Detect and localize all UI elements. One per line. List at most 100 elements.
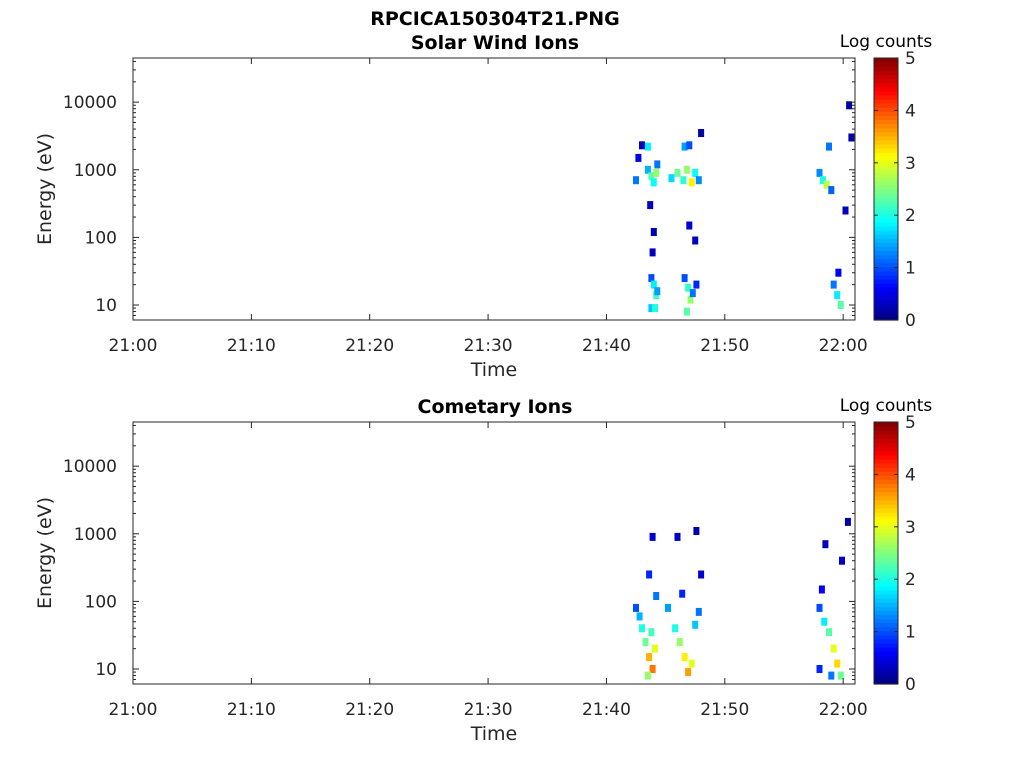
data-cell xyxy=(823,180,830,189)
colorbar-segment xyxy=(874,119,898,125)
colorbar-segment xyxy=(874,172,898,178)
data-cell xyxy=(695,176,702,185)
data-cell xyxy=(644,671,651,680)
data-cell xyxy=(834,291,841,300)
colorbar-segment xyxy=(874,225,898,231)
colorbar-segment xyxy=(874,295,898,301)
colorbar-tick-label: 4 xyxy=(905,101,916,121)
colorbar-tick-label: 3 xyxy=(905,518,916,538)
colorbar-segment xyxy=(874,561,898,566)
colorbar-segment xyxy=(874,618,898,624)
colorbar-segment xyxy=(874,123,898,129)
colorbar-segment xyxy=(874,634,898,640)
data-cell xyxy=(653,168,660,177)
colorbar-segment xyxy=(874,115,898,120)
colorbar-segment xyxy=(874,86,898,92)
colorbar-segment xyxy=(874,426,898,431)
colorbar-segment xyxy=(874,311,898,317)
colorbar-tick-label: 0 xyxy=(905,311,916,331)
x-axis-label-solar-wind: Time xyxy=(470,359,518,381)
colorbar-segment xyxy=(874,90,898,96)
colorbar-segment xyxy=(874,606,898,611)
data-cell xyxy=(821,617,828,626)
data-cell xyxy=(686,221,693,230)
data-cell xyxy=(830,280,837,289)
colorbar-segment xyxy=(874,467,898,472)
colorbar-tick-label: 4 xyxy=(905,465,916,485)
colorbar-segment xyxy=(874,139,898,145)
colorbar-segment xyxy=(874,458,898,464)
figure-title: RPCICA150304T21.PNG xyxy=(370,8,620,30)
data-cell xyxy=(648,274,655,283)
data-cell xyxy=(818,585,825,594)
data-cell xyxy=(687,295,694,304)
data-cell xyxy=(652,304,658,313)
colorbar-segment xyxy=(874,462,898,468)
colorbar-segment xyxy=(874,630,898,636)
x-tick-label: 22:00 xyxy=(819,336,868,356)
data-cell xyxy=(828,186,835,195)
colorbar-segment xyxy=(874,512,898,517)
colorbar-segment xyxy=(874,581,898,587)
y-tick-label: 1000 xyxy=(74,161,117,181)
colorbar-segment xyxy=(874,135,898,141)
x-tick-label: 21:00 xyxy=(109,700,158,720)
colorbar-segment xyxy=(874,315,898,321)
colorbar-segment xyxy=(874,663,898,669)
colorbar-segment xyxy=(874,422,898,427)
colorbar-segment xyxy=(874,193,898,198)
colorbar-segment xyxy=(874,569,898,575)
data-cell xyxy=(837,671,844,680)
data-cell xyxy=(846,101,853,110)
colorbar-title-cometary: Log counts xyxy=(840,396,933,416)
colorbar-segment xyxy=(874,438,898,444)
colorbar-segment xyxy=(874,507,898,513)
colorbar-tick-label: 1 xyxy=(905,259,916,279)
colorbar-segment xyxy=(874,446,898,452)
colorbar-segment xyxy=(874,544,898,550)
colorbar-segment xyxy=(874,189,898,194)
colorbar-tick-label: 1 xyxy=(905,623,916,643)
plot-frame-cometary xyxy=(132,421,856,685)
x-tick-label: 21:40 xyxy=(582,700,631,720)
colorbar-segment xyxy=(874,573,898,579)
data-cell xyxy=(828,671,835,680)
data-cell xyxy=(692,620,699,629)
data-cell xyxy=(633,603,639,612)
colorbar-segment xyxy=(874,483,898,489)
colorbar-tick-label: 2 xyxy=(905,206,916,226)
data-cell xyxy=(644,142,651,151)
data-cell xyxy=(685,283,692,292)
colorbar-segment xyxy=(874,70,898,75)
colorbar-tick-label: 3 xyxy=(905,154,916,174)
colorbar-segment xyxy=(874,520,898,525)
x-tick-label: 21:20 xyxy=(345,336,394,356)
data-cell xyxy=(835,268,842,277)
colorbar-segment xyxy=(874,614,898,620)
data-cell xyxy=(648,304,655,313)
data-cell xyxy=(816,665,823,673)
data-cell xyxy=(683,307,690,316)
data-cell xyxy=(826,628,832,637)
colorbar-segment xyxy=(874,471,898,476)
data-cell xyxy=(674,532,681,541)
colorbar-segment xyxy=(874,127,898,133)
data-cell xyxy=(650,178,657,187)
colorbar-segment xyxy=(874,287,898,292)
colorbar-tick-label: 0 xyxy=(905,675,916,695)
colorbar-segment xyxy=(874,454,898,460)
colorbar-segment xyxy=(874,82,898,88)
colorbar-segment xyxy=(874,209,898,215)
colorbar-segment xyxy=(874,176,898,182)
data-cell xyxy=(820,176,826,185)
x-tick-label: 21:40 xyxy=(582,336,631,356)
data-cell xyxy=(681,274,688,283)
colorbar-segment xyxy=(874,450,898,456)
colorbar-segment xyxy=(874,217,898,223)
data-cell xyxy=(650,280,657,289)
colorbar-segment xyxy=(874,675,898,681)
y-tick-label: 10 xyxy=(95,296,117,316)
colorbar-segment xyxy=(874,103,898,108)
x-tick-label: 21:20 xyxy=(345,700,394,720)
